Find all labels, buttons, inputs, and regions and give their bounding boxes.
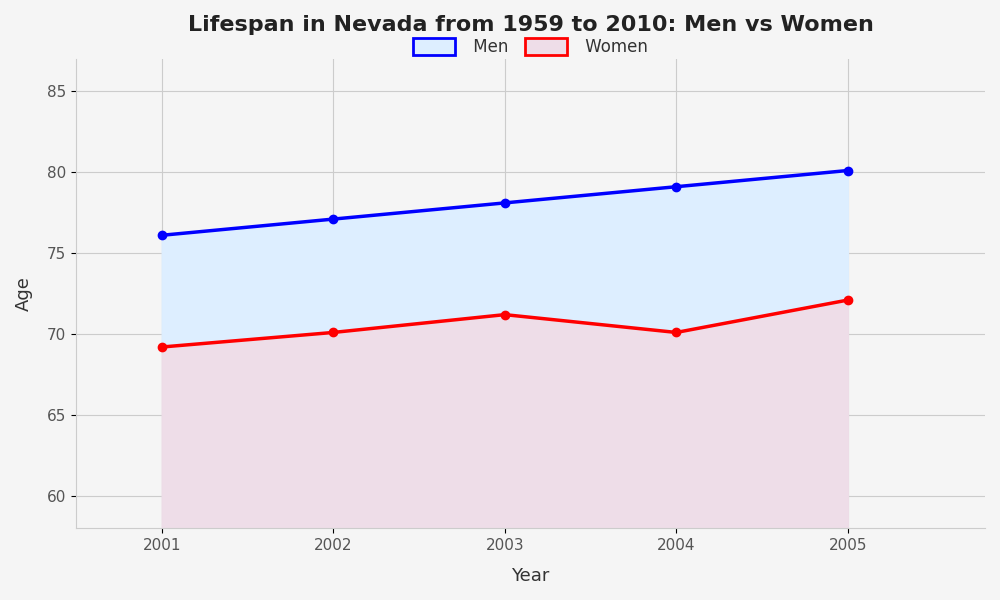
X-axis label: Year: Year (511, 567, 550, 585)
Legend:  Men,  Women: Men, Women (405, 29, 656, 64)
Title: Lifespan in Nevada from 1959 to 2010: Men vs Women: Lifespan in Nevada from 1959 to 2010: Me… (188, 15, 873, 35)
Y-axis label: Age: Age (15, 276, 33, 311)
